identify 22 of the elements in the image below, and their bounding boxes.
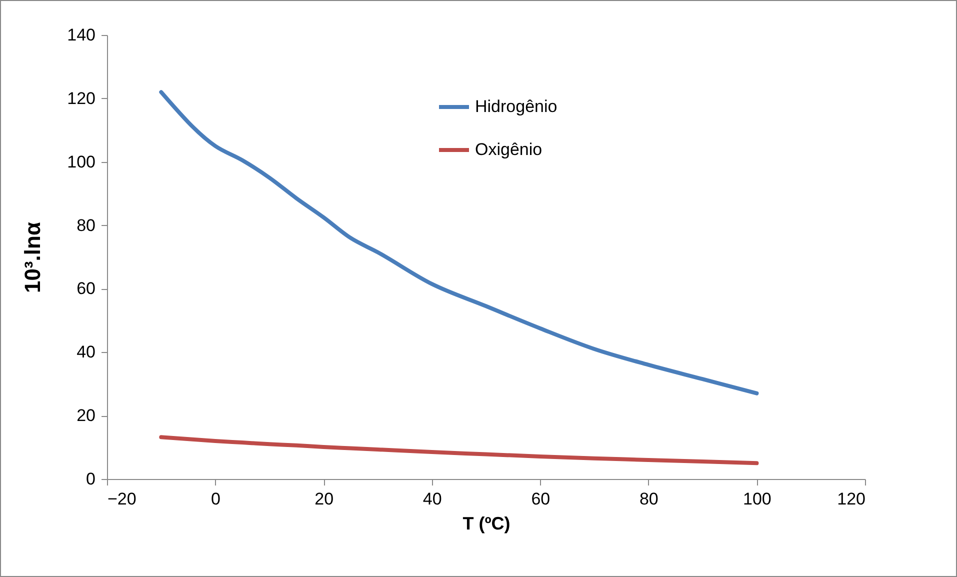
y-tick-label: 20 [76, 406, 96, 426]
x-axis-title: T (ºC) [462, 514, 510, 534]
y-tick-label: 40 [76, 342, 96, 362]
y-tick-label: 140 [67, 26, 96, 44]
legend-label: Oxigênio [475, 140, 542, 159]
legend-label: Hidrogênio [475, 97, 558, 116]
x-tick-label: 80 [639, 490, 658, 508]
x-tick-label: −20 [108, 490, 136, 508]
x-tick-label: 0 [211, 490, 221, 508]
x-tick-label: 60 [531, 490, 550, 508]
x-tick-label: 20 [314, 490, 334, 508]
y-tick-label: 80 [76, 216, 96, 235]
y-tick-label: 60 [76, 279, 96, 298]
y-tick-label: 100 [67, 152, 96, 172]
line-series [159, 435, 759, 466]
y-tick-label: 120 [67, 88, 96, 108]
x-tick-label: 100 [743, 490, 772, 508]
line-series [159, 90, 759, 396]
y-tick-label: 0 [86, 470, 96, 488]
y-axis-title: 10³.lnα [20, 222, 46, 293]
x-tick-label: 120 [837, 490, 866, 508]
x-tick-label: 40 [422, 490, 442, 508]
